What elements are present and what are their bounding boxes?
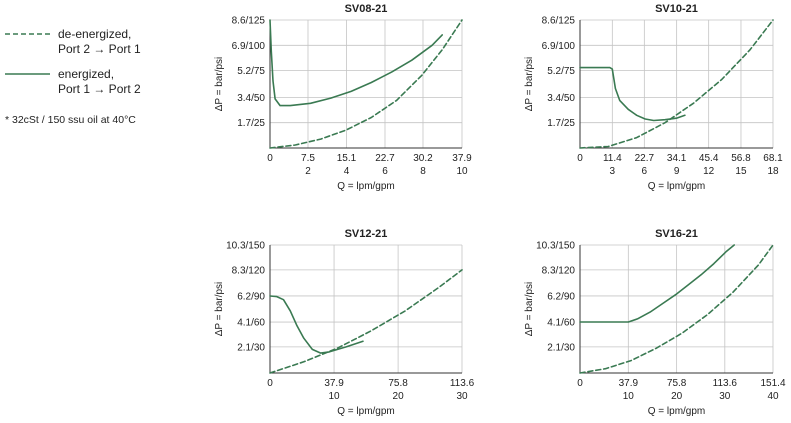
x-tick-label-secondary: 15 xyxy=(735,166,747,177)
y-tick-label: 5.2/75 xyxy=(547,66,575,77)
chart-title: SV12-21 xyxy=(345,228,388,240)
y-tick-label: 4.1/60 xyxy=(547,318,575,329)
x-tick-label-secondary: 8 xyxy=(420,166,426,177)
x-tick-label-secondary: 20 xyxy=(671,391,683,402)
x-tick-label-secondary: 2 xyxy=(305,166,311,177)
y-tick-label: 6.2/90 xyxy=(547,291,575,302)
y-tick-label: 8.3/120 xyxy=(542,265,576,276)
x-tick-label: 37.9 xyxy=(324,378,344,389)
x-tick-label: 151.4 xyxy=(760,378,785,389)
series-energized-line xyxy=(269,295,364,354)
y-tick-label: 3.4/50 xyxy=(237,93,265,104)
x-tick-label: 75.8 xyxy=(388,378,408,389)
x-tick-label: 113.6 xyxy=(713,378,738,389)
y-tick-label: 4.1/60 xyxy=(237,318,265,329)
x-tick-label-secondary: 6 xyxy=(642,166,648,177)
y-tick-label: 5.2/75 xyxy=(237,66,265,77)
x-axis-label: Q = lpm/gpm xyxy=(648,406,706,417)
x-tick-label-secondary: 4 xyxy=(344,166,350,177)
legend-deenergized-label: de-energized, xyxy=(58,27,132,41)
y-tick-label: 1.7/25 xyxy=(237,118,265,129)
y-tick-label: 2.1/30 xyxy=(547,342,575,353)
x-tick-label-secondary: 10 xyxy=(623,391,635,402)
y-tick-label: 10.3/150 xyxy=(226,241,265,252)
x-tick-label: 37.9 xyxy=(452,153,472,164)
x-tick-label: 113.6 xyxy=(450,378,475,389)
x-tick-label: 34.1 xyxy=(667,153,687,164)
series-energized-line xyxy=(579,66,686,122)
chart-title: SV08-21 xyxy=(345,3,388,15)
x-tick-label: 45.4 xyxy=(699,153,719,164)
x-tick-label: 68.1 xyxy=(763,153,783,164)
x-tick-label-secondary: 18 xyxy=(767,166,779,177)
y-axis-label: ΔP = bar/psi xyxy=(214,57,225,112)
x-axis-label: Q = lpm/gpm xyxy=(337,406,395,417)
series-deenergized-line xyxy=(579,244,774,374)
x-tick-label: 15.1 xyxy=(337,153,357,164)
series-deenergized-line xyxy=(579,19,774,149)
x-tick-label: 7.5 xyxy=(301,153,315,164)
x-tick-label: 0 xyxy=(577,153,583,164)
x-tick-label-secondary: 40 xyxy=(767,391,779,402)
y-tick-label: 6.9/100 xyxy=(542,41,576,52)
legend-energized-label: energized, xyxy=(58,67,115,81)
x-tick-label-secondary: 12 xyxy=(703,166,715,177)
legend-energized-ports: Port 1 → Port 2 xyxy=(58,82,141,96)
x-tick-label: 0 xyxy=(267,153,273,164)
y-axis-label: ΔP = bar/psi xyxy=(524,57,535,112)
x-tick-label: 0 xyxy=(577,378,583,389)
x-axis-label: Q = lpm/gpm xyxy=(648,181,706,192)
legend-swatches xyxy=(5,33,50,75)
series-energized-line xyxy=(579,244,736,323)
x-tick-label-secondary: 10 xyxy=(456,166,468,177)
x-tick-label-secondary: 10 xyxy=(328,391,340,402)
x-tick-label: 11.4 xyxy=(603,153,622,164)
x-axis-label: Q = lpm/gpm xyxy=(337,181,395,192)
x-tick-label: 22.7 xyxy=(375,153,395,164)
oil-viscosity-note: * 32cSt / 150 ssu oil at 40°C xyxy=(5,114,136,126)
chart-title: SV16-21 xyxy=(655,228,698,240)
x-tick-label: 0 xyxy=(267,378,273,389)
x-tick-label-secondary: 20 xyxy=(393,391,405,402)
x-tick-label: 56.8 xyxy=(731,153,751,164)
x-tick-label-secondary: 3 xyxy=(610,166,616,177)
y-tick-label: 8.6/125 xyxy=(232,16,266,27)
x-tick-label-secondary: 30 xyxy=(719,391,731,402)
legend-deenergized-ports: Port 2 → Port 1 xyxy=(58,42,141,56)
y-tick-label: 3.4/50 xyxy=(547,93,575,104)
y-tick-label: 6.9/100 xyxy=(232,41,266,52)
series-deenergized-line xyxy=(269,19,463,149)
y-axis-label: ΔP = bar/psi xyxy=(214,282,225,337)
x-tick-label-secondary: 9 xyxy=(674,166,680,177)
y-tick-label: 6.2/90 xyxy=(237,291,265,302)
y-axis-label: ΔP = bar/psi xyxy=(524,282,535,337)
x-tick-label-secondary: 6 xyxy=(382,166,388,177)
x-tick-label: 37.9 xyxy=(619,378,639,389)
y-tick-label: 1.7/25 xyxy=(547,118,575,129)
y-tick-label: 2.1/30 xyxy=(237,342,265,353)
x-tick-label: 75.8 xyxy=(667,378,687,389)
series-energized-line xyxy=(269,19,444,107)
y-tick-label: 8.3/120 xyxy=(232,265,266,276)
x-tick-label-secondary: 30 xyxy=(456,391,468,402)
y-tick-label: 8.6/125 xyxy=(542,16,576,27)
series-deenergized-line xyxy=(269,269,463,374)
chart-title: SV10-21 xyxy=(655,3,698,15)
legend: de-energized, Port 2 → Port 1 energized,… xyxy=(0,0,215,140)
x-tick-label: 22.7 xyxy=(635,153,655,164)
x-tick-label: 30.2 xyxy=(413,153,433,164)
y-tick-label: 10.3/150 xyxy=(536,241,575,252)
